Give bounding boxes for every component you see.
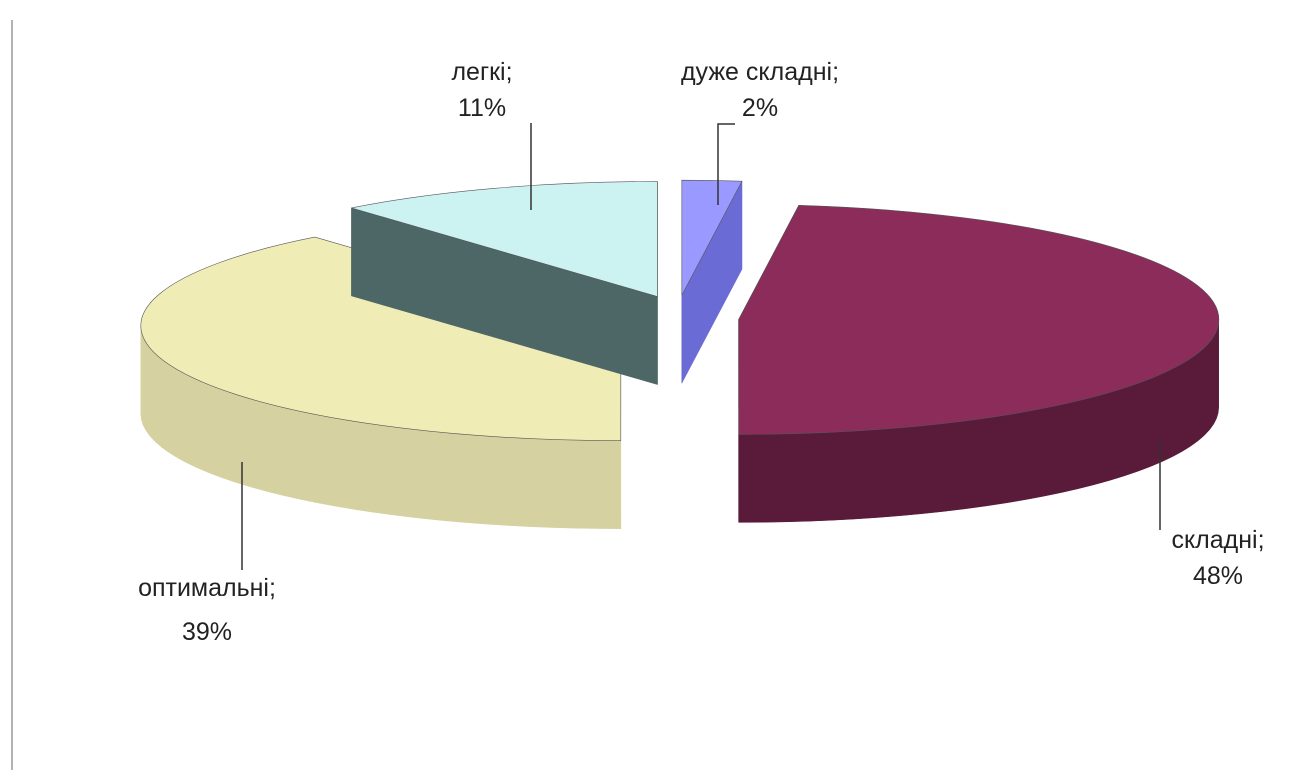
slice-very-complex-top: [681, 179, 743, 296]
data-label-complex-value: 48%: [1193, 562, 1243, 590]
slice-optimal-top: [140, 236, 622, 442]
data-label-very-complex-value: 2%: [742, 94, 778, 122]
data-label-easy-value: 11%: [458, 94, 506, 122]
slice-easy-top: [351, 181, 658, 297]
data-label-easy-category: легкі;: [451, 58, 512, 86]
pie-slices: [140, 179, 1220, 529]
data-label-complex-category: складні;: [1171, 526, 1264, 554]
data-label-optimal-value: 39%: [182, 618, 232, 646]
slice-complex-top: [738, 204, 1220, 435]
data-label-optimal-category: оптимальні;: [138, 574, 276, 602]
leader-line-very-complex: [717, 123, 735, 205]
data-label-very-complex-category: дуже складні;: [681, 58, 839, 86]
